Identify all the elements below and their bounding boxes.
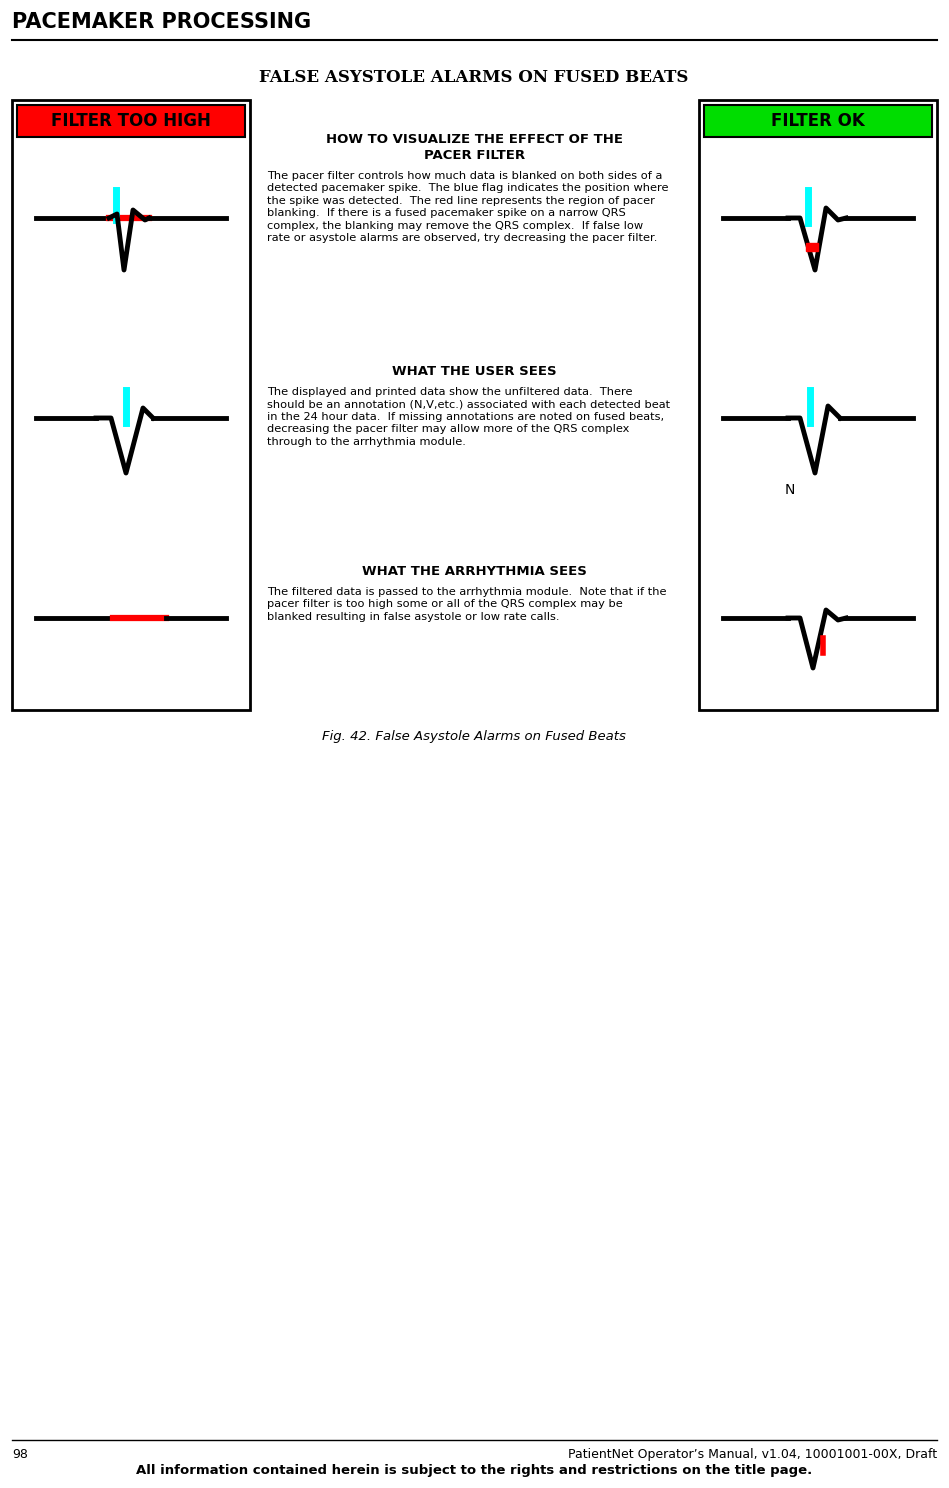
Bar xyxy=(699,100,937,710)
Bar xyxy=(806,243,818,251)
Text: PACEMAKER PROCESSING: PACEMAKER PROCESSING xyxy=(12,12,311,33)
Bar xyxy=(12,100,250,710)
Text: The filtered data is passed to the arrhythmia module.  Note that if the
pacer fi: The filtered data is passed to the arrhy… xyxy=(267,586,666,622)
Text: FILTER OK: FILTER OK xyxy=(772,112,865,129)
Text: The pacer filter controls how much data is blanked on both sides of a
detected p: The pacer filter controls how much data … xyxy=(267,171,668,243)
Text: FILTER TOO HIGH: FILTER TOO HIGH xyxy=(51,112,211,129)
Text: WHAT THE USER SEES: WHAT THE USER SEES xyxy=(392,365,557,378)
Text: Fig. 42. False Asystole Alarms on Fused Beats: Fig. 42. False Asystole Alarms on Fused … xyxy=(322,731,626,743)
Text: WHAT THE ARRHYTHMIA SEES: WHAT THE ARRHYTHMIA SEES xyxy=(363,565,586,577)
Bar xyxy=(17,106,245,137)
Text: All information contained herein is subject to the rights and restrictions on th: All information contained herein is subj… xyxy=(136,1464,812,1478)
Bar xyxy=(704,106,932,137)
Text: The displayed and printed data show the unfiltered data.  There
should be an ann: The displayed and printed data show the … xyxy=(267,387,670,446)
Text: 98: 98 xyxy=(12,1448,28,1461)
Text: HOW TO VISUALIZE THE EFFECT OF THE
PACER FILTER: HOW TO VISUALIZE THE EFFECT OF THE PACER… xyxy=(326,132,623,162)
Text: FALSE ASYSTOLE ALARMS ON FUSED BEATS: FALSE ASYSTOLE ALARMS ON FUSED BEATS xyxy=(259,70,689,86)
Text: N: N xyxy=(785,484,795,497)
Text: PatientNet Operator’s Manual, v1.04, 10001001-00X, Draft: PatientNet Operator’s Manual, v1.04, 100… xyxy=(568,1448,937,1461)
